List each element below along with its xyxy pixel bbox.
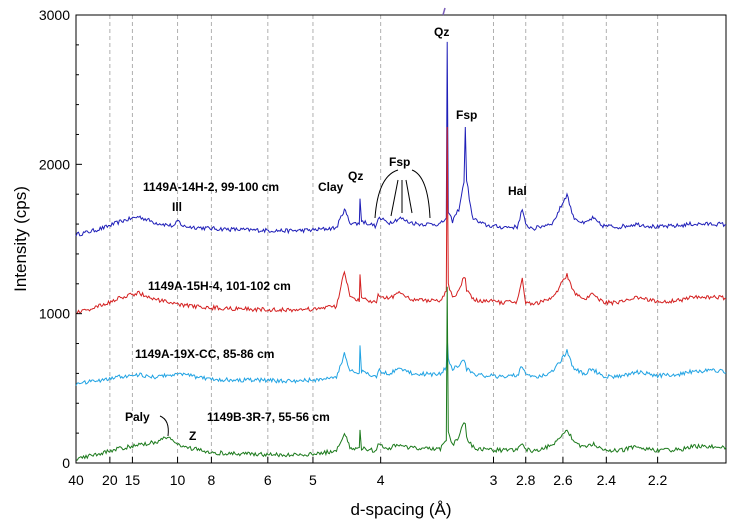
series-line bbox=[76, 286, 727, 461]
x-axis-ticks: 40 20 15 10 8 6 5 4 3 2.8 2.6 2.4 2.2 bbox=[68, 457, 668, 488]
fsp-bracket-left bbox=[374, 169, 399, 219]
y-tick-label: 3000 bbox=[39, 7, 70, 23]
y-axis-title: Intensity (cps) bbox=[11, 186, 30, 292]
x-tick-label: 20 bbox=[102, 472, 118, 488]
x-tick-label: 4 bbox=[377, 472, 385, 488]
peak-overflow-mark bbox=[442, 7, 446, 16]
x-tick-label: 15 bbox=[125, 472, 141, 488]
series-line bbox=[75, 41, 727, 237]
x-axis-title: d-spacing (Å) bbox=[350, 500, 451, 519]
x-tick-label: 10 bbox=[170, 472, 186, 488]
x-tick-label: 8 bbox=[208, 472, 216, 488]
x-tick-label: 3 bbox=[490, 472, 498, 488]
series-line bbox=[75, 126, 727, 315]
grid-lines bbox=[109, 15, 659, 463]
x-tick-label: 2.2 bbox=[648, 472, 668, 488]
fsp-bracket-right bbox=[411, 169, 431, 219]
fsp-pointer bbox=[390, 179, 399, 217]
plot-frame bbox=[75, 14, 727, 464]
annotation-label: Ill bbox=[172, 200, 182, 214]
series-group bbox=[75, 41, 727, 461]
x-tick-label: 2.8 bbox=[516, 472, 536, 488]
annotation-label: Clay bbox=[318, 180, 344, 194]
x-tick-label: 40 bbox=[68, 472, 84, 488]
annotation-label: Qz bbox=[434, 25, 449, 39]
paly-pointer bbox=[159, 415, 169, 437]
annotation-label: 1149A-15H-4, 101-102 cm bbox=[148, 279, 291, 293]
annotation-label: Paly bbox=[125, 410, 150, 424]
x-tick-label: 5 bbox=[309, 472, 317, 488]
x-tick-label: 2.6 bbox=[553, 472, 573, 488]
annotations: 1149A-14H-2, 99-100 cm Ill Clay Qz Fsp Qz Fsp H… bbox=[125, 7, 527, 443]
annotation-label: 1149A-19X-CC, 85-86 cm bbox=[135, 347, 274, 361]
y-tick-label: 1000 bbox=[39, 306, 70, 322]
x-tick-label: 6 bbox=[264, 472, 272, 488]
annotation-label: Qz bbox=[348, 169, 363, 183]
annotation-label: 1149B-3R-7, 55-56 cm bbox=[207, 410, 330, 424]
annotation-label: Fsp bbox=[456, 108, 477, 122]
y-tick-label: 0 bbox=[62, 455, 70, 471]
y-axis-ticks: 0 1000 2000 3000 bbox=[39, 7, 82, 471]
fsp-pointer bbox=[405, 179, 413, 214]
annotation-label: Hal bbox=[508, 184, 527, 198]
x-tick-label: 2.4 bbox=[597, 472, 617, 488]
series-line bbox=[75, 336, 727, 386]
annotation-label: 1149A-14H-2, 99-100 cm bbox=[143, 180, 279, 194]
annotation-label: Z bbox=[189, 429, 196, 443]
y-tick-label: 2000 bbox=[39, 156, 70, 172]
annotation-label: Fsp bbox=[389, 155, 410, 169]
